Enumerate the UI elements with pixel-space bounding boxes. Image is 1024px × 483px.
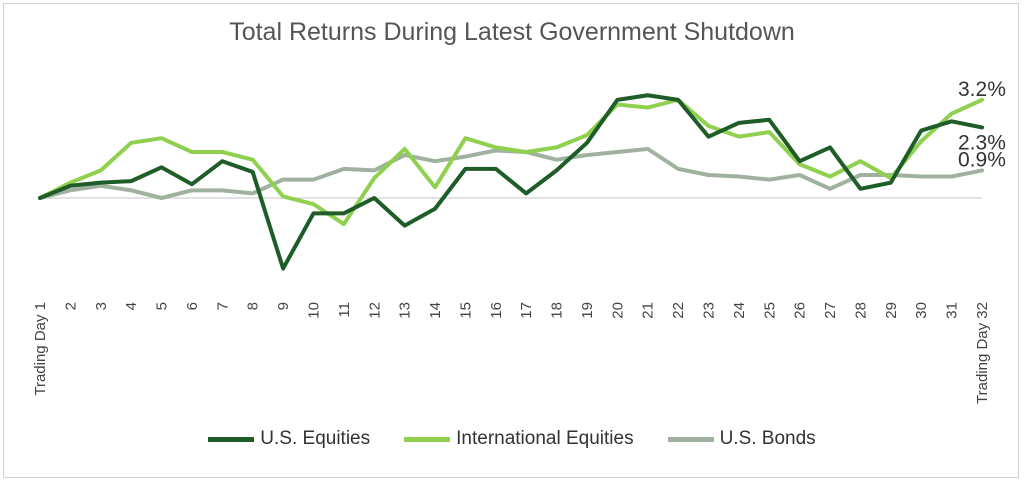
- legend-item: International Equities: [404, 428, 634, 450]
- x-tick-label: 13: [397, 302, 414, 319]
- x-tick-label: 10: [305, 302, 322, 319]
- series-line-international-equities: [38, 97, 984, 227]
- legend: U.S. Equities International Equities U.S. …: [0, 428, 1024, 450]
- x-tick-label: 27: [822, 302, 839, 319]
- end-data-label: 0.9%: [958, 148, 1006, 171]
- x-tick-label: Trading Day 32: [974, 302, 991, 404]
- x-tick-label: 24: [731, 302, 748, 319]
- x-tick-label: 26: [792, 302, 809, 319]
- x-tick-label: 15: [457, 302, 474, 319]
- legend-item: U.S. Bonds: [667, 428, 816, 450]
- x-tick-label: 17: [518, 302, 535, 319]
- x-tick-label: 18: [549, 302, 566, 319]
- x-tick-label: 19: [579, 302, 596, 319]
- legend-label: International Equities: [456, 428, 634, 449]
- legend-label: U.S. Equities: [260, 428, 371, 449]
- x-tick-label: 2: [62, 302, 79, 310]
- legend-label: U.S. Bonds: [719, 428, 816, 449]
- legend-swatch: [208, 436, 255, 442]
- x-tick-label: 21: [640, 302, 657, 319]
- legend-swatch: [404, 436, 451, 442]
- x-tick-label: 29: [883, 302, 900, 319]
- x-tick-label: 7: [214, 302, 231, 310]
- x-tick-label: 23: [701, 302, 718, 319]
- x-tick-label: 22: [670, 302, 687, 319]
- series-line-u-s-bonds: [38, 146, 984, 200]
- x-tick-label: 14: [427, 302, 444, 319]
- series-line-u-s-equities: [38, 93, 984, 271]
- end-data-label: 2.3%: [958, 131, 1006, 154]
- x-tick-label: 28: [852, 302, 869, 319]
- x-tick-label: 31: [944, 302, 961, 319]
- x-tick-label: 4: [123, 302, 140, 310]
- x-tick-label: 8: [245, 302, 262, 310]
- end-data-label: 3.2%: [958, 78, 1006, 101]
- x-tick-label: 12: [366, 302, 383, 319]
- x-tick-label: 16: [488, 302, 505, 319]
- x-tick-label: 20: [609, 302, 626, 319]
- legend-item: U.S. Equities: [208, 428, 370, 450]
- x-tick-label: 6: [184, 302, 201, 310]
- x-tick-label: 9: [275, 302, 292, 310]
- chart-title: Total Returns During Latest Government S…: [229, 18, 795, 46]
- x-tick-label: 3: [93, 302, 110, 310]
- x-tick-label: 5: [154, 302, 171, 310]
- x-tick-label: 11: [336, 302, 353, 318]
- x-tick-label: Trading Day 1: [32, 302, 49, 396]
- x-tick-label: 30: [913, 302, 930, 319]
- chart-frame: [3, 3, 1019, 478]
- x-tick-label: 25: [761, 302, 778, 319]
- legend-swatch: [667, 436, 714, 442]
